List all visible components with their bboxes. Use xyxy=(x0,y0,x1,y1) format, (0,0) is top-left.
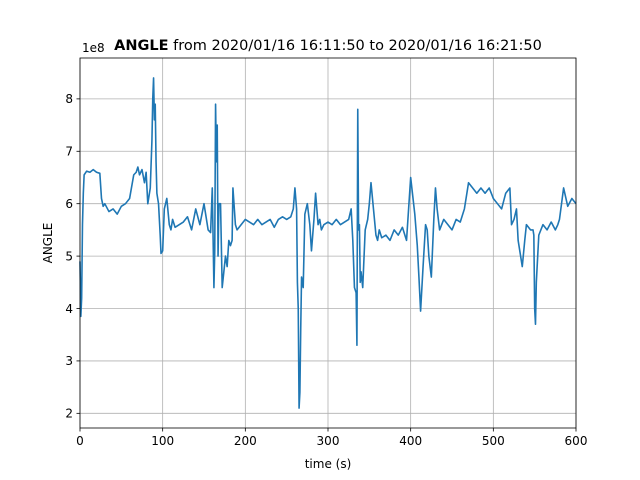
y-tick-label-6: 8 xyxy=(65,92,73,106)
y-tick-label-1: 3 xyxy=(65,354,73,368)
x-tick-label-1: 100 xyxy=(151,434,174,448)
y-tick-label-0: 2 xyxy=(65,407,73,421)
series-line-0 xyxy=(79,77,577,409)
y-tick-label-4: 6 xyxy=(65,197,73,211)
x-tick-label-0: 0 xyxy=(76,434,84,448)
x-tick-label-4: 400 xyxy=(399,434,422,448)
y-tick-label-5: 7 xyxy=(65,145,73,159)
x-axis-label: time (s) xyxy=(305,457,352,471)
x-tick-label-5: 500 xyxy=(482,434,505,448)
y-axis-label: ANGLE xyxy=(41,223,55,264)
chart-title-rest: from 2020/01/16 16:11:50 to 2020/01/16 1… xyxy=(169,38,542,54)
chart-title-bold: ANGLE xyxy=(114,38,168,54)
series-group xyxy=(79,77,577,409)
chart-title: ANGLE from 2020/01/16 16:11:50 to 2020/0… xyxy=(114,38,542,54)
x-tick-label-6: 600 xyxy=(565,434,588,448)
y-offset-text: 1e8 xyxy=(82,41,105,55)
y-tick-label-3: 5 xyxy=(65,249,73,263)
x-tick-label-2: 200 xyxy=(234,434,257,448)
y-tick-label-2: 4 xyxy=(65,302,73,316)
axis-ticks: 0 100 200 300 400 500 600 2 3 4 5 6 7 8 xyxy=(65,92,587,448)
x-tick-label-3: 300 xyxy=(317,434,340,448)
